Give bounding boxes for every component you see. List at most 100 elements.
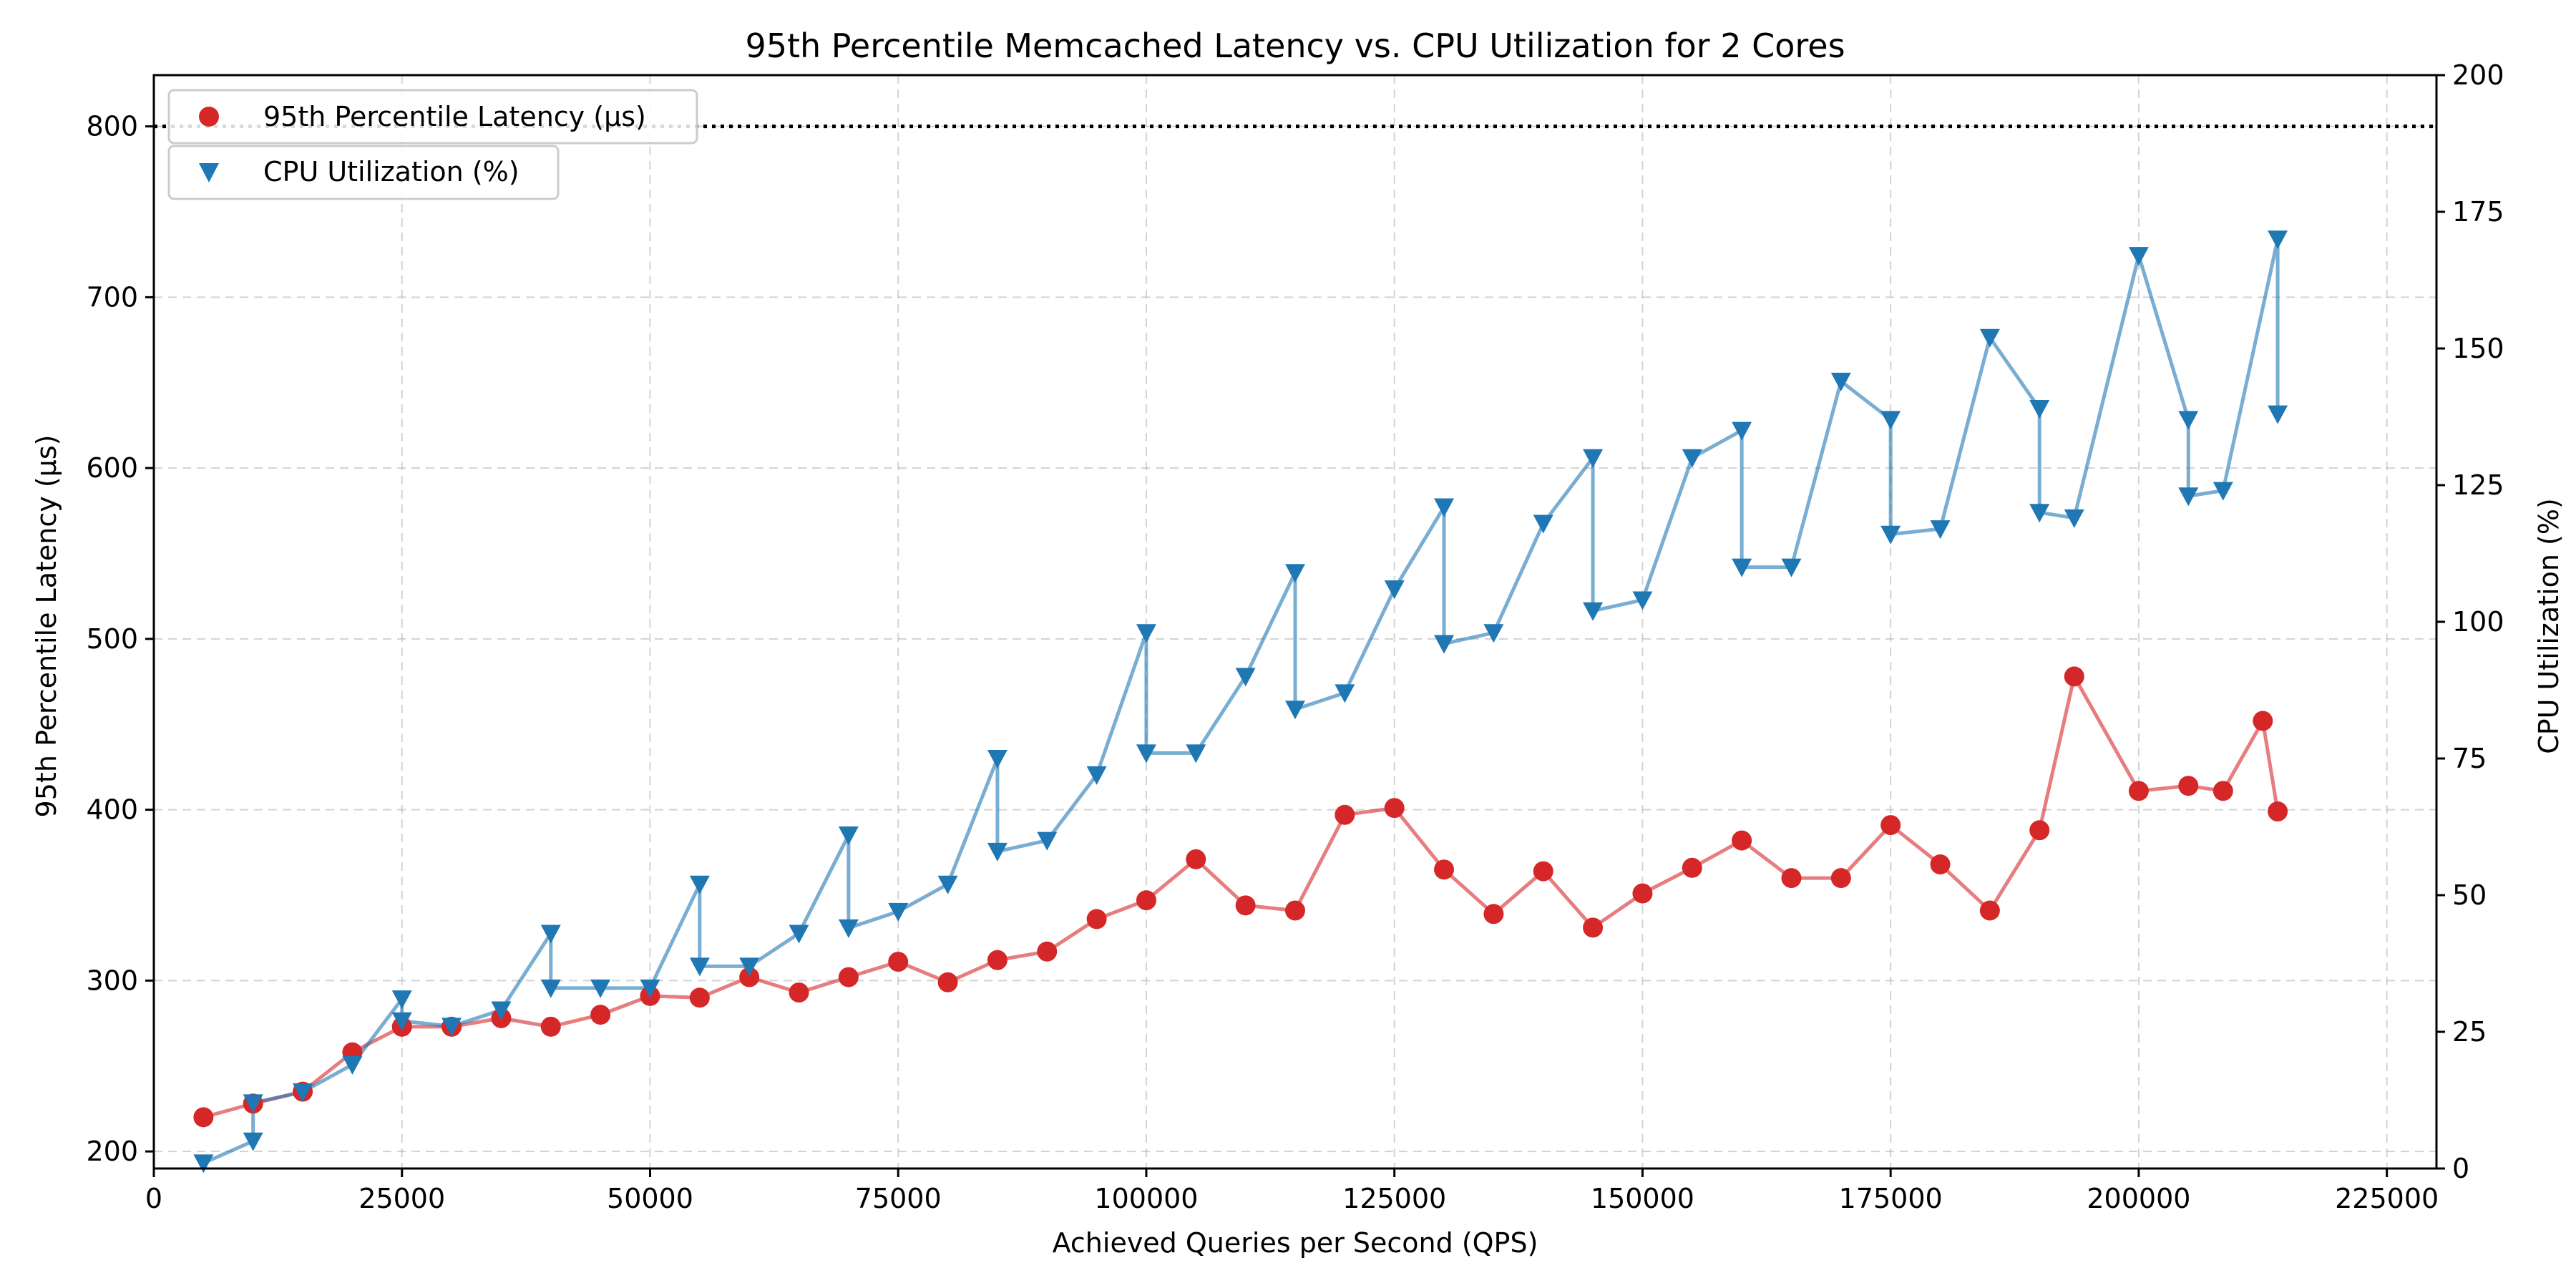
legend-box-cpu <box>167 145 560 200</box>
cpu-series-line <box>203 237 2280 1165</box>
legend-label-cpu: CPU Utilization (%) <box>263 156 519 187</box>
cpu-point-48 <box>1979 328 2000 348</box>
cpu-point-38 <box>1583 602 1604 621</box>
legend-label-latency: 95th Percentile Latency (µs) <box>263 101 646 132</box>
cpu-point-2 <box>243 1094 263 1113</box>
axis-layer: 0 25000 50000 75000 100000 125000 150000 175000… <box>86 59 2504 1214</box>
cpu-point-40 <box>1682 449 1702 468</box>
latency-point-26 <box>1483 904 1504 924</box>
cpu-point-29 <box>1285 564 1305 583</box>
cpu-point-16 <box>789 924 809 944</box>
y-tick-label-6: 800 <box>86 111 138 142</box>
latency-point-31 <box>1732 830 1752 851</box>
cpu-point-28 <box>1235 668 1256 687</box>
x-tick-label-4: 100000 <box>1094 1183 1198 1214</box>
y2-tick-label-5: 125 <box>2452 469 2504 501</box>
cpu-point-41 <box>1732 421 1752 441</box>
latency-point-28 <box>1583 917 1604 938</box>
cpu-point-27 <box>1186 744 1206 763</box>
cpu-point-39 <box>1632 591 1653 610</box>
x-tick-label-5: 125000 <box>1342 1183 1446 1214</box>
cpu-point-19 <box>888 902 909 922</box>
y2-tick-label-4: 100 <box>2452 606 2504 638</box>
latency-point-19 <box>1136 890 1156 911</box>
cpu-point-7 <box>441 1018 462 1037</box>
y-tick-label-5: 700 <box>86 281 138 313</box>
cpu-point-1 <box>243 1132 263 1151</box>
latency-point-36 <box>1979 900 2000 921</box>
latency-point-13 <box>838 967 859 987</box>
cpu-point-24 <box>1086 766 1107 785</box>
cpu-point-46 <box>1880 525 1901 545</box>
x-tick-label-8: 200000 <box>2087 1183 2190 1214</box>
latency-point-42 <box>2253 711 2273 731</box>
cpu-point-5 <box>391 990 412 1010</box>
latency-point-12 <box>789 982 809 1003</box>
cpu-point-31 <box>1335 684 1355 703</box>
cpu-point-44 <box>1830 372 1851 391</box>
y2-tick-label-6: 150 <box>2452 333 2504 364</box>
cpu-point-9 <box>540 924 561 944</box>
x-tick-label-7: 175000 <box>1839 1183 1943 1214</box>
cpu-point-21 <box>987 750 1008 769</box>
series-layer <box>193 230 2288 1174</box>
cpu-point-8 <box>491 1001 512 1020</box>
latency-point-39 <box>2128 781 2149 801</box>
cpu-point-50 <box>2029 504 2050 523</box>
latency-point-41 <box>2212 781 2233 801</box>
cpu-point-17 <box>838 826 859 845</box>
y2-tick-label-0: 0 <box>2452 1153 2469 1184</box>
y2-tick-label-3: 75 <box>2452 743 2487 774</box>
x-tick-label-1: 25000 <box>358 1183 445 1214</box>
y2-tick-label-2: 50 <box>2452 879 2487 911</box>
cpu-point-54 <box>2178 487 2199 507</box>
cpu-point-33 <box>1434 498 1455 517</box>
latency-point-38 <box>2064 666 2084 687</box>
y-axis-title: 95th Percentile Latency (µs) <box>31 435 62 818</box>
y-tick-label-3: 500 <box>86 623 138 655</box>
legend-marker-latency <box>199 107 219 127</box>
x-axis-title: Achieved Queries per Second (QPS) <box>1053 1227 1538 1259</box>
cpu-point-15 <box>739 957 760 977</box>
cpu-point-18 <box>838 919 859 938</box>
cpu-point-20 <box>937 875 958 894</box>
x-tick-label-9: 225000 <box>2335 1183 2439 1214</box>
latency-point-11 <box>739 967 760 987</box>
latency-point-34 <box>1880 815 1901 836</box>
latency-point-17 <box>1037 941 1058 962</box>
latency-point-21 <box>1235 895 1256 916</box>
cpu-point-14 <box>689 957 710 977</box>
latency-point-15 <box>937 972 958 992</box>
cpu-point-23 <box>1037 831 1058 851</box>
latency-point-32 <box>1781 868 1802 889</box>
latency-point-25 <box>1434 859 1455 880</box>
cpu-point-11 <box>590 979 611 998</box>
latency-point-7 <box>540 1016 561 1037</box>
cpu-point-56 <box>2268 230 2288 250</box>
cpu-point-35 <box>1483 624 1504 643</box>
latency-point-33 <box>1830 868 1851 889</box>
legend-marker-cpu <box>199 163 219 182</box>
latency-point-14 <box>888 952 909 972</box>
x-tick-label-6: 150000 <box>1591 1183 1694 1214</box>
cpu-point-4 <box>342 1055 363 1075</box>
x-tick-label-0: 0 <box>145 1183 162 1214</box>
cpu-point-51 <box>2064 509 2084 528</box>
latency-point-29 <box>1632 883 1653 904</box>
y-tick-label-4: 600 <box>86 452 138 484</box>
latency-point-0 <box>193 1107 214 1128</box>
latency-point-37 <box>2029 820 2050 841</box>
cpu-point-10 <box>540 979 561 998</box>
cpu-point-13 <box>689 875 710 894</box>
x-tick-label-3: 75000 <box>855 1183 942 1214</box>
cpu-point-43 <box>1781 558 1802 577</box>
legend-box-latency <box>167 89 698 145</box>
cpu-point-45 <box>1880 411 1901 430</box>
cpu-point-25 <box>1136 624 1156 643</box>
latency-point-22 <box>1285 900 1305 921</box>
cpu-point-22 <box>987 842 1008 862</box>
cpu-point-49 <box>2029 400 2050 419</box>
cpu-point-34 <box>1434 635 1455 654</box>
